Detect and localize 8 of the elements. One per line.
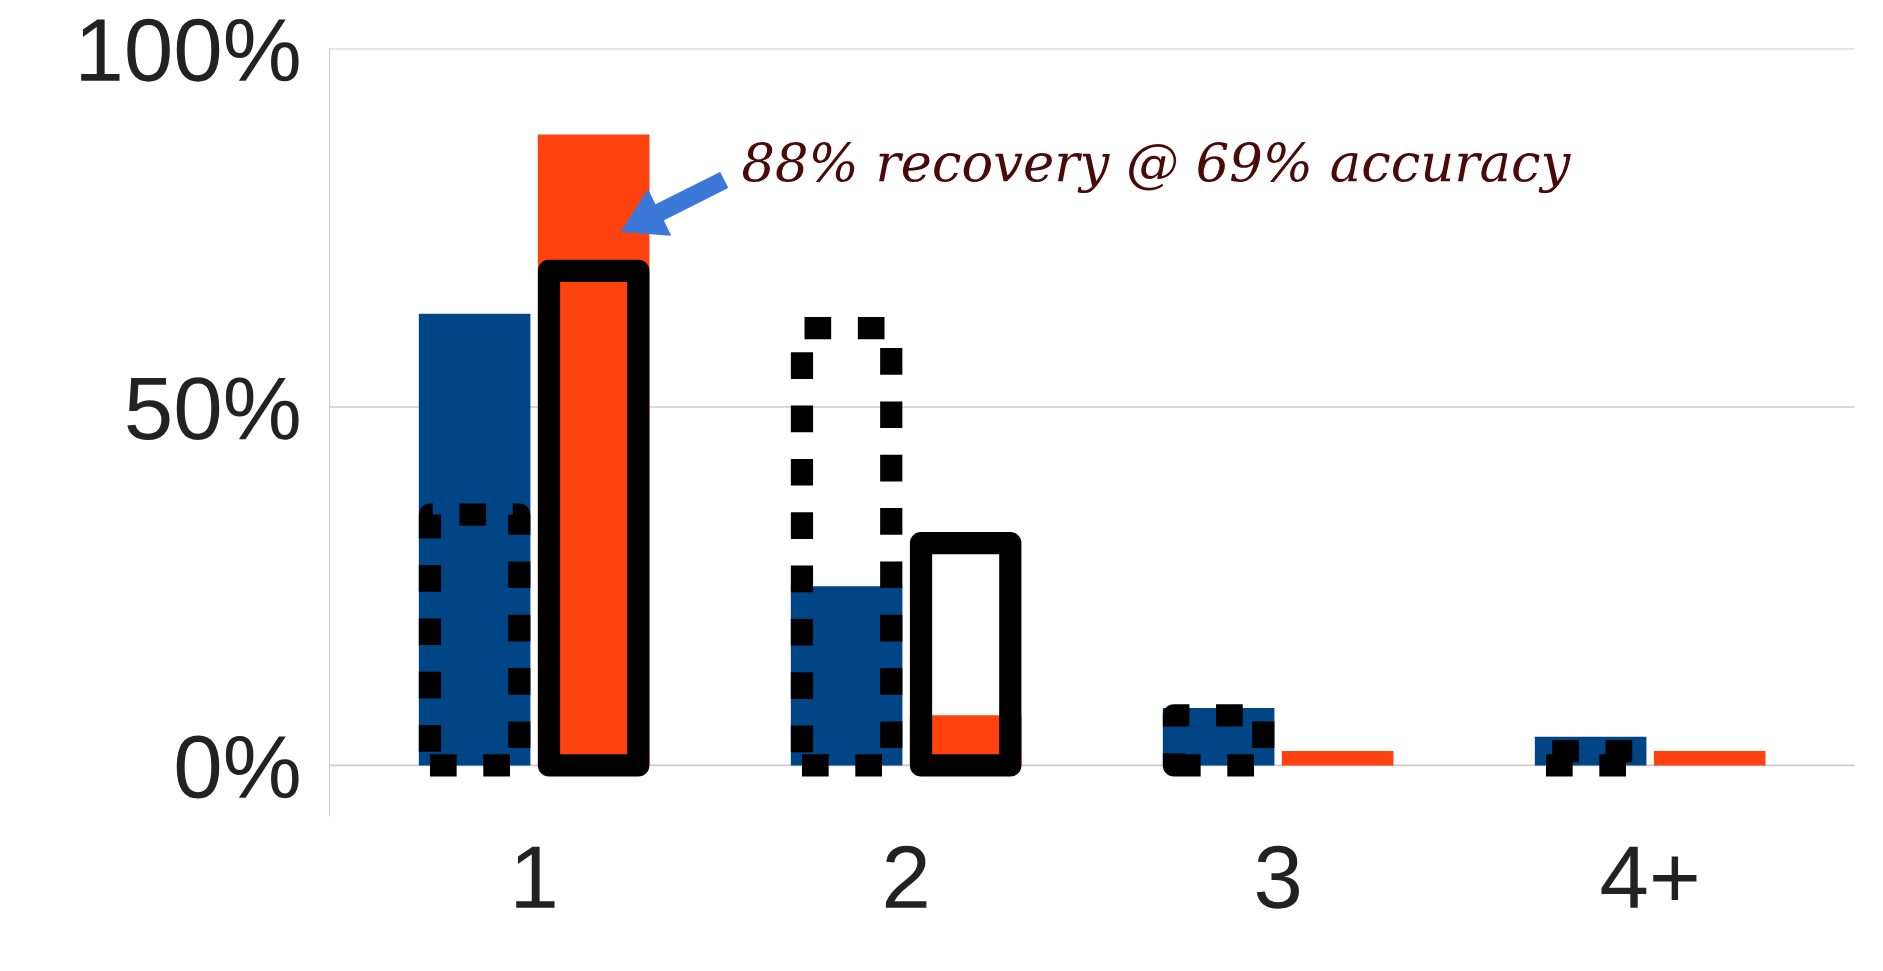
x-tick-label: 4+ bbox=[1601, 846, 1697, 908]
y-tick-label: 50% bbox=[127, 377, 299, 441]
x-tick-label: 2 bbox=[885, 845, 927, 908]
annotation: 88% recovery @ 69% accuracy bbox=[742, 142, 1571, 193]
y-tick-label: 100% bbox=[81, 18, 299, 82]
x-tick-label: 1 bbox=[516, 846, 555, 908]
y-tick-label: 0% bbox=[176, 735, 299, 799]
x-tick-label: 3 bbox=[1256, 845, 1299, 909]
